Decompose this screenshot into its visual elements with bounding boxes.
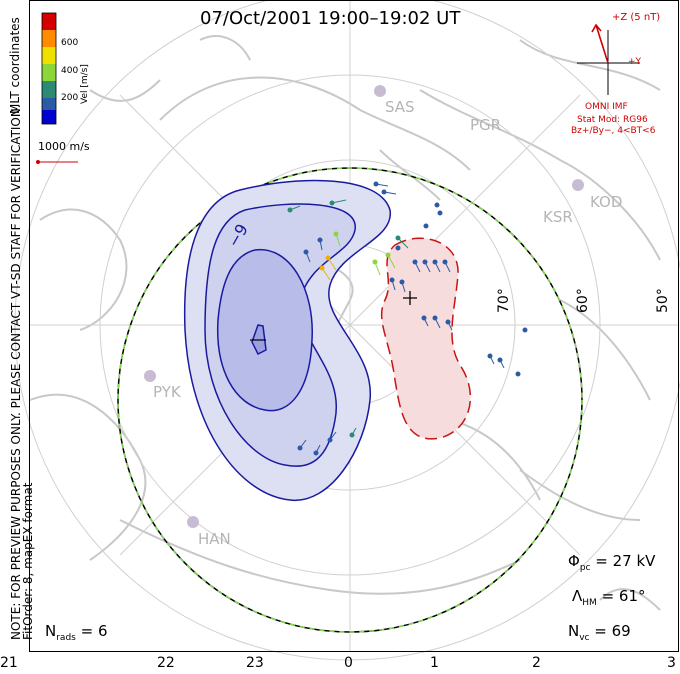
- station-markers: [144, 85, 584, 528]
- nrads-stat: Nrads = 6: [45, 622, 108, 643]
- coordinate-label: MLT coordinates: [8, 17, 22, 114]
- negative-cell-inner: [216, 249, 313, 412]
- imf-model: Stat Mod: RG96: [577, 115, 648, 125]
- station-pyk: PYK: [153, 383, 181, 401]
- imf-y-label: +Y: [628, 57, 642, 67]
- imf-condition: Bz+/By−, 4<BT<6: [571, 126, 656, 136]
- imf-z-label: +Z (5 nT): [612, 12, 661, 23]
- latitude-grid: [14, 0, 680, 661]
- lambda-hm-stat: ΛHM = 61°: [572, 587, 646, 608]
- station-han: HAN: [198, 530, 231, 548]
- colorbar-tick-200: 200: [61, 93, 79, 103]
- station-sas: SAS: [385, 98, 415, 116]
- vector-scale-label: 1000 m/s: [38, 140, 90, 153]
- vector-scale-line: [36, 160, 78, 164]
- mlt-tick-23: 23: [246, 655, 264, 671]
- colorbar-tick-400: 400: [61, 66, 79, 76]
- colorbar-label: Vel [m/s]: [80, 64, 90, 104]
- fit-order-note: FitOrder: 8, mapEX format: [21, 482, 35, 640]
- lat-label-70: 70°: [496, 288, 512, 313]
- mlt-tick-3: 3: [667, 655, 676, 671]
- colorbar-tick-600: 600: [61, 38, 79, 48]
- colorbar-swatches: [41, 12, 57, 125]
- lat-label-60: 60°: [575, 288, 591, 313]
- mlt-tick-0: 0: [344, 655, 353, 671]
- hm-boundary-green: [117, 167, 583, 633]
- station-pgr: PGR: [470, 116, 502, 134]
- mlt-tick-22: 22: [157, 655, 175, 671]
- mlt-tick-2: 2: [532, 655, 541, 671]
- map-title: 07/Oct/2001 19:00–19:02 UT: [200, 8, 461, 29]
- plot-frame: [29, 0, 679, 652]
- station-kod: KOD: [590, 193, 623, 211]
- imf-source: OMNI IMF: [585, 102, 628, 112]
- mlt-tick-1: 1: [430, 655, 439, 671]
- imf-vector: [591, 23, 609, 64]
- velocity-vectors: [287, 181, 528, 456]
- phi-pc-stat: Φpc = 27 kV: [568, 552, 656, 573]
- station-ksr: KSR: [543, 208, 573, 226]
- lat-label-50: 50°: [655, 288, 671, 313]
- nvc-stat: Nvc = 69: [568, 622, 631, 643]
- max-marker: [403, 291, 417, 305]
- mlt-tick-21: 21: [0, 655, 18, 671]
